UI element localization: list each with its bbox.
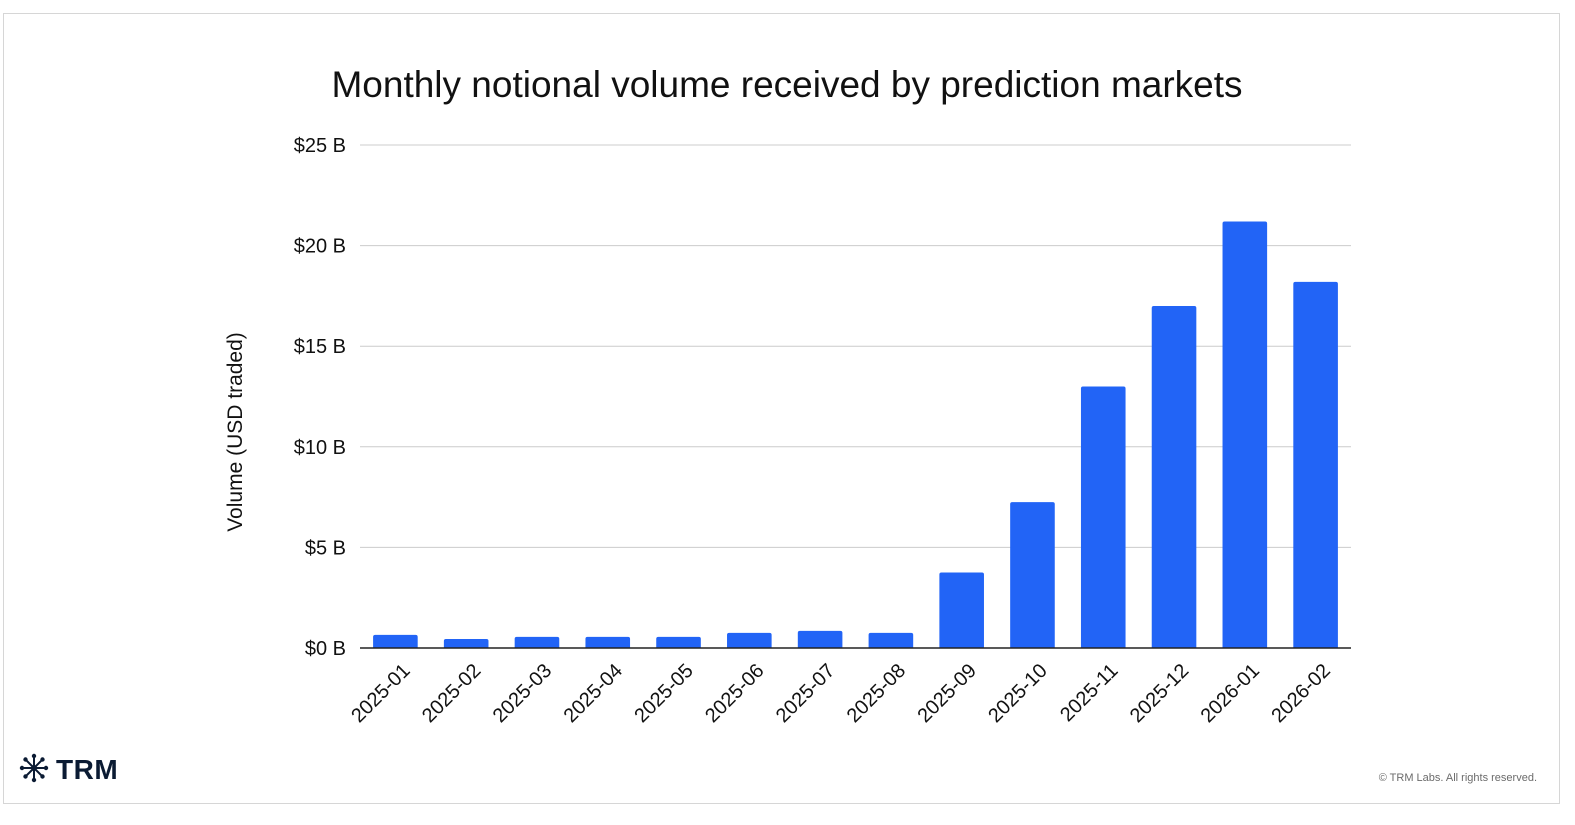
bar-2025-08 (868, 632, 914, 648)
x-tick-label: 2025-01 (347, 660, 414, 727)
y-tick-label: $25 B (294, 135, 346, 157)
x-tick-label: 2025-08 (843, 660, 910, 727)
bar-2025-06 (727, 632, 772, 648)
bar-2025-11 (1080, 386, 1126, 648)
bar-2025-04 (585, 636, 631, 648)
y-tick-labels: $0 B $5 B $10 B $15 B $20 B $25 B (294, 135, 346, 660)
x-tick-label: 2025-10 (984, 660, 1051, 727)
y-axis-label: Volume (USD traded) (224, 332, 247, 532)
bar-2025-12 (1151, 305, 1197, 648)
bar-2025-05 (656, 636, 701, 648)
x-tick-label: 2025-11 (1056, 660, 1122, 726)
bar-2025-03 (514, 636, 560, 648)
x-tick-label: 2025-09 (913, 660, 980, 727)
y-tick-label: $10 B (294, 437, 346, 459)
gridlines (360, 144, 1351, 548)
x-tick-label: 2025-06 (701, 660, 768, 727)
y-tick-label: $5 B (305, 537, 346, 559)
y-tick-label: $15 B (294, 336, 346, 358)
x-tick-label: 2025-07 (772, 660, 839, 727)
y-tick-label: $20 B (294, 236, 346, 258)
bar-2025-07 (797, 630, 843, 648)
bar-2025-02 (443, 638, 489, 648)
x-tick-label: 2025-02 (418, 660, 485, 727)
logo-text: TRM (56, 754, 119, 785)
x-tick-label: 2026-01 (1197, 660, 1264, 727)
y-tick-label: $0 B (305, 638, 346, 660)
bars (373, 221, 1338, 648)
chart-title: Monthly notional volume received by pred… (331, 64, 1242, 105)
bar-2026-01 (1222, 221, 1268, 648)
x-tick-label: 2026-02 (1267, 660, 1334, 727)
x-tick-label: 2025-04 (560, 660, 627, 727)
x-tick-label: 2025-12 (1126, 660, 1193, 727)
asterisk-network-icon (18, 752, 50, 789)
trm-logo: TRM (18, 753, 118, 787)
copyright-notice: © TRM Labs. All rights reserved. (1378, 772, 1537, 784)
bar-2025-10 (1010, 502, 1055, 648)
x-tick-label: 2025-05 (630, 660, 697, 727)
x-tick-labels: 2025-01 2025-02 2025-03 2025-04 2025-05 2025-… (347, 660, 1335, 727)
x-tick-label: 2025-03 (489, 660, 556, 727)
bar-2025-09 (939, 572, 984, 648)
bar-2026-02 (1293, 281, 1338, 648)
bar-2025-01 (373, 634, 418, 648)
